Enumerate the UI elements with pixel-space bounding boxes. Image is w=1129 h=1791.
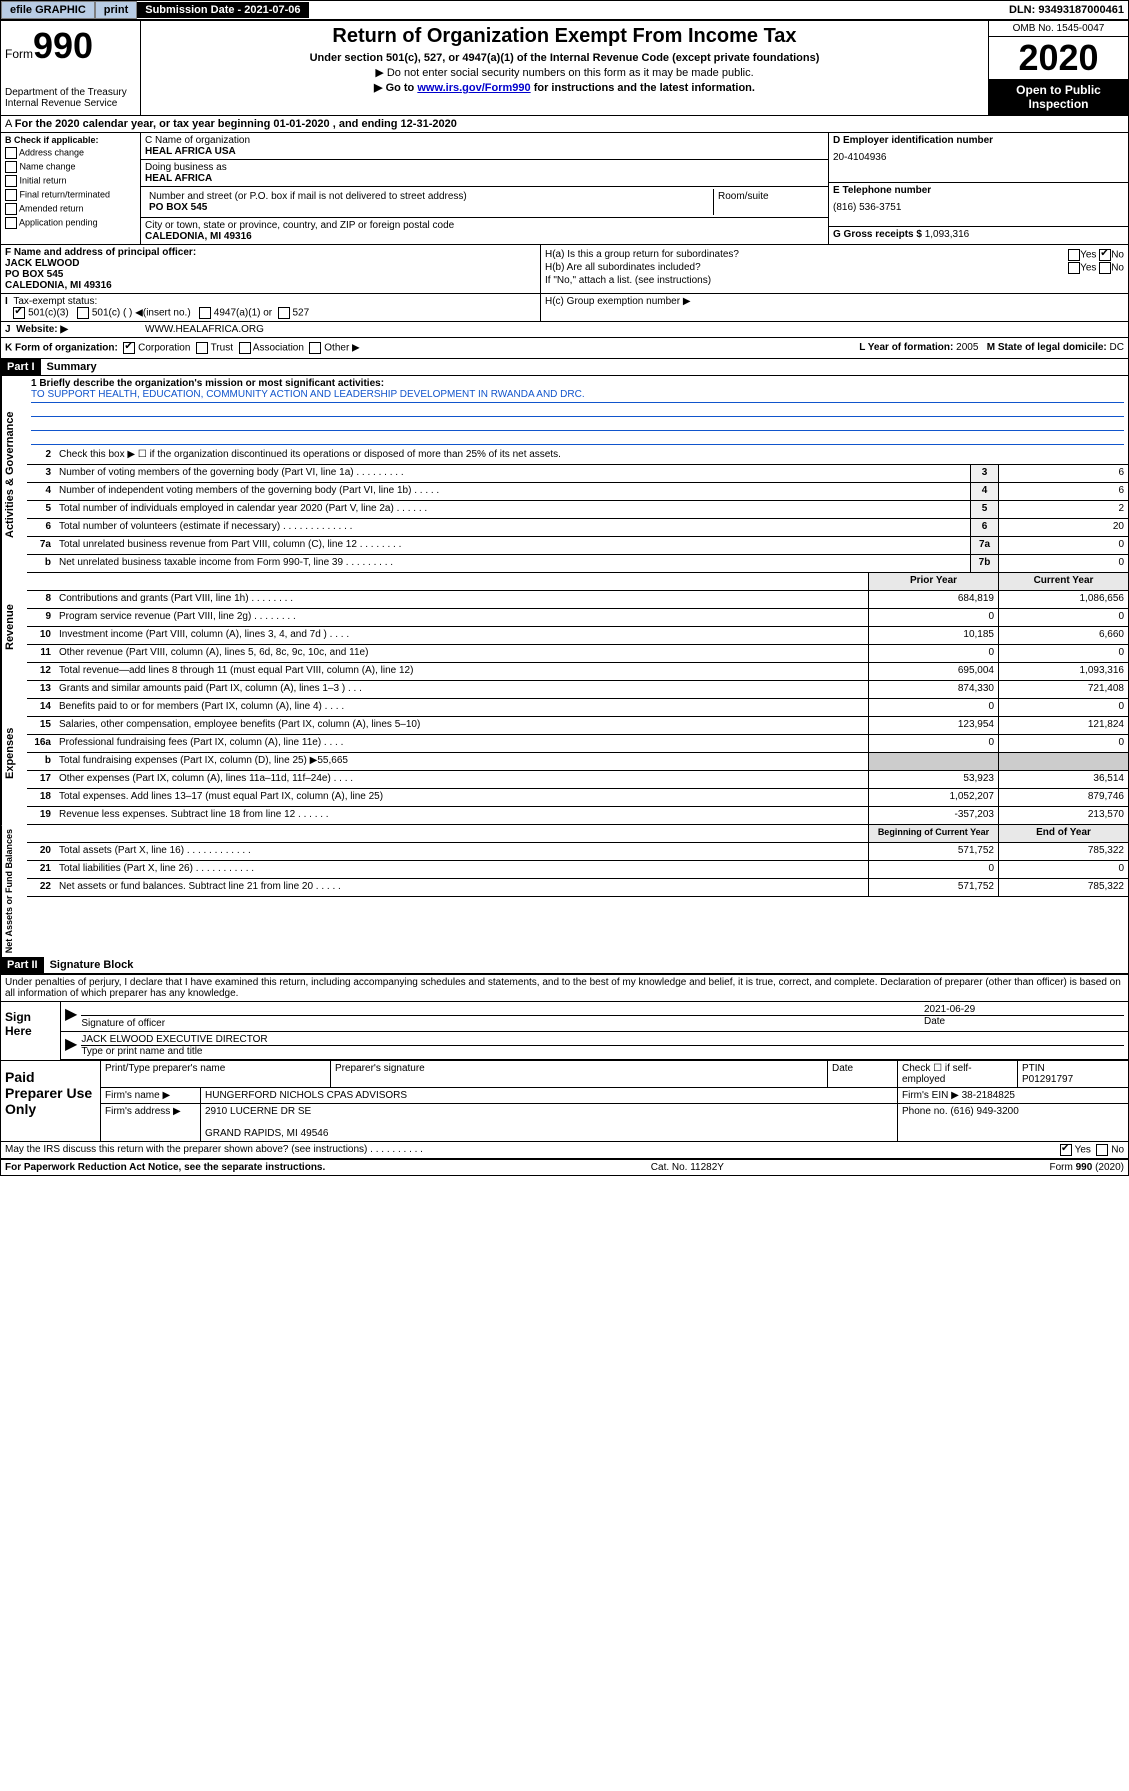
- cat-no: Cat. No. 11282Y: [651, 1162, 724, 1173]
- side-netassets: Net Assets or Fund Balances: [1, 825, 27, 957]
- l7b-val: 0: [998, 555, 1128, 572]
- org-name: HEAL AFRICA USA: [145, 146, 824, 157]
- box-hc: H(c) Group exemption number ▶: [541, 294, 1128, 321]
- mission-q: 1 Briefly describe the organization's mi…: [31, 378, 1124, 389]
- box-c: C Name of organizationHEAL AFRICA USA Do…: [141, 133, 828, 244]
- print-btn[interactable]: print: [95, 1, 137, 19]
- goto-post: for instructions and the latest informat…: [531, 82, 755, 94]
- side-revenue: Revenue: [1, 573, 27, 681]
- line-2: Check this box ▶ ☐ if the organization d…: [55, 447, 1128, 464]
- form-footer: Form 990 (2020): [1050, 1162, 1124, 1173]
- box-b: B Check if applicable: Address change Na…: [1, 133, 141, 244]
- form-title: Return of Organization Exempt From Incom…: [145, 25, 984, 48]
- omb-number: OMB No. 1545-0047: [989, 21, 1128, 37]
- dba: HEAL AFRICA: [145, 173, 824, 184]
- form-prefix: Form: [5, 47, 33, 61]
- irs-label: Internal Revenue Service: [5, 98, 136, 109]
- part1-hdr: Part I: [1, 359, 41, 375]
- ptin: P01291797: [1022, 1074, 1073, 1085]
- submission-date: Submission Date - 2021-07-06: [137, 2, 308, 18]
- form-990: Form990 Department of the Treasury Inter…: [0, 20, 1129, 1176]
- form-number: 990: [33, 25, 93, 66]
- goto-pre: ▶ Go to: [374, 82, 417, 94]
- dept-treasury: Department of the Treasury: [5, 87, 136, 98]
- form-subtitle: Under section 501(c), 527, or 4947(a)(1)…: [145, 52, 984, 64]
- row-j: J Website: ▶ WWW.HEALAFRICA.ORG: [1, 322, 1128, 338]
- l8-py: 684,819: [868, 591, 998, 608]
- efile-btn[interactable]: efile GRAPHIC: [1, 1, 95, 19]
- firm-ein: 38-2184825: [962, 1090, 1015, 1101]
- l7a-val: 0: [998, 537, 1128, 554]
- part2-title: Signature Block: [44, 957, 140, 973]
- sign-here: Sign Here: [1, 1002, 61, 1060]
- firm-phone: (616) 949-3200: [950, 1106, 1018, 1117]
- discuss-q: May the IRS discuss this return with the…: [5, 1144, 423, 1156]
- dln: DLN: 93493187000461: [1009, 4, 1128, 16]
- phone: (816) 536-3751: [833, 202, 1124, 213]
- tax-year: 2020: [989, 37, 1128, 79]
- ssn-warning: ▶ Do not enter social security numbers o…: [145, 66, 984, 79]
- irs-link[interactable]: www.irs.gov/Form990: [417, 82, 530, 94]
- l5-val: 2: [998, 501, 1128, 518]
- row-k: K Form of organization: Corporation Trus…: [1, 338, 1128, 359]
- row-i: I Tax-exempt status: 501(c)(3) 501(c) ( …: [1, 294, 541, 321]
- side-expenses: Expenses: [1, 681, 27, 825]
- row-a-period: A For the 2020 calendar year, or tax yea…: [1, 116, 1128, 133]
- l3-val: 6: [998, 465, 1128, 482]
- city: CALEDONIA, MI 49316: [145, 231, 824, 242]
- officer-name: JACK ELWOOD EXECUTIVE DIRECTOR: [81, 1034, 1124, 1046]
- gross-receipts: 1,093,316: [925, 229, 970, 240]
- ein: 20-4104936: [833, 152, 1124, 163]
- l8-cy: 1,086,656: [998, 591, 1128, 608]
- pra-notice: For Paperwork Reduction Act Notice, see …: [5, 1162, 325, 1173]
- paid-preparer: Paid Preparer Use Only: [1, 1061, 101, 1141]
- open-public: Open to Public Inspection: [989, 79, 1128, 115]
- side-activities: Activities & Governance: [1, 376, 27, 573]
- box-h: H(a) Is this a group return for subordin…: [541, 245, 1128, 293]
- part2-hdr: Part II: [1, 957, 44, 973]
- street: PO BOX 545: [149, 202, 709, 213]
- l4-val: 6: [998, 483, 1128, 500]
- mission-answer: TO SUPPORT HEALTH, EDUCATION, COMMUNITY …: [31, 389, 1124, 403]
- firm-name: HUNGERFORD NICHOLS CPAS ADVISORS: [201, 1088, 898, 1103]
- box-f: F Name and address of principal officer:…: [1, 245, 541, 293]
- part1-title: Summary: [41, 359, 103, 375]
- top-toolbar: efile GRAPHIC print Submission Date - 20…: [0, 0, 1129, 20]
- perjury-text: Under penalties of perjury, I declare th…: [1, 974, 1128, 1001]
- l6-val: 20: [998, 519, 1128, 536]
